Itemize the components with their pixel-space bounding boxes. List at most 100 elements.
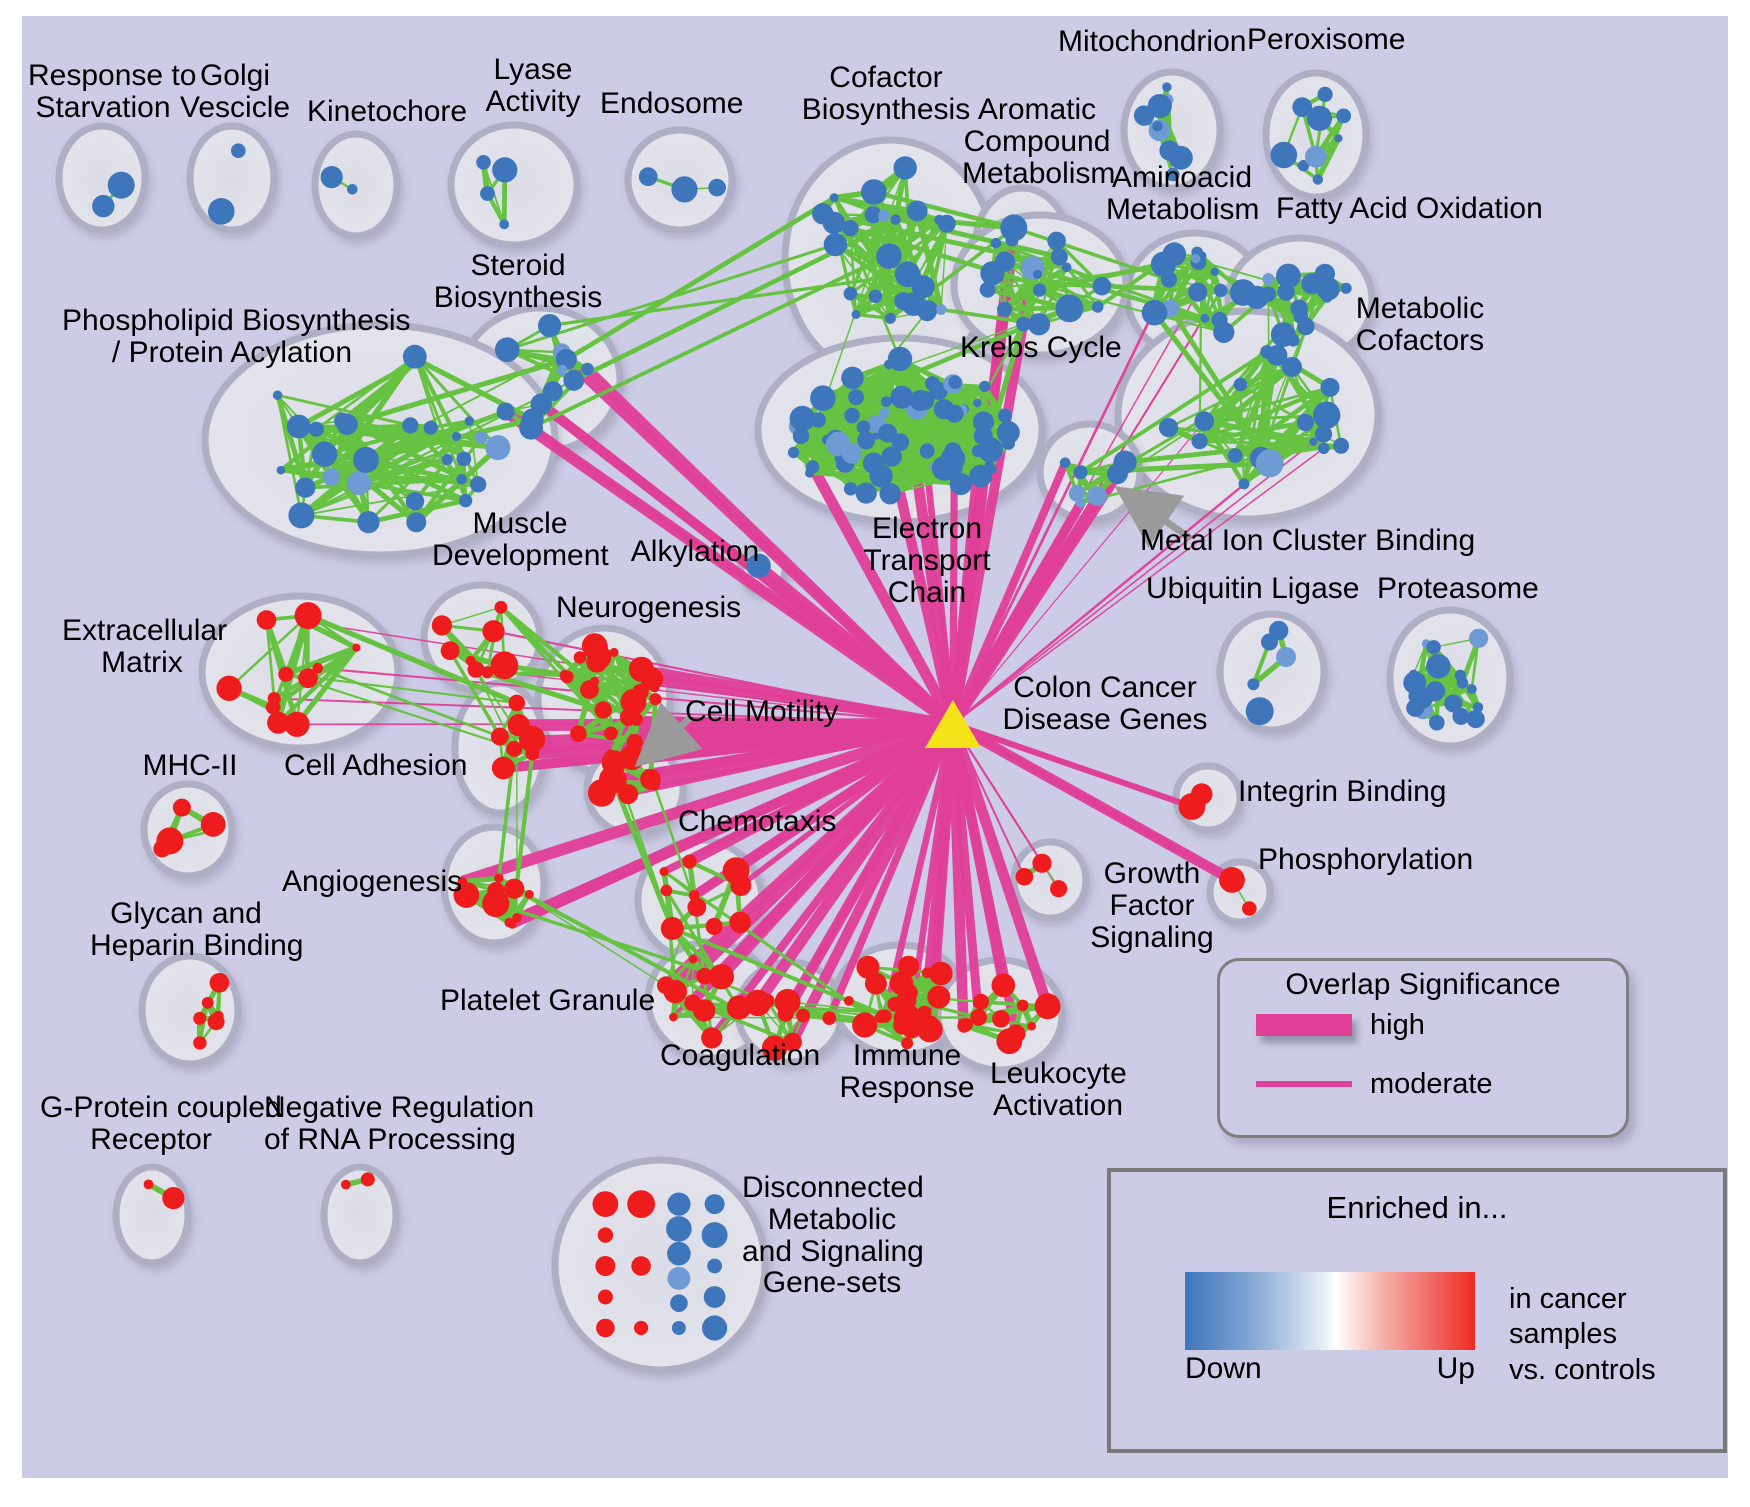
gene-set-node[interactable] xyxy=(786,1002,795,1011)
gene-set-node[interactable] xyxy=(810,385,836,412)
gene-set-node[interactable] xyxy=(456,451,472,467)
gene-set-node[interactable] xyxy=(492,157,518,183)
gene-set-node[interactable] xyxy=(1152,121,1163,132)
cluster-bubble[interactable] xyxy=(551,1156,769,1374)
gene-set-node[interactable] xyxy=(1318,442,1330,455)
gene-set-node[interactable] xyxy=(868,289,883,304)
gene-set-node[interactable] xyxy=(667,1192,691,1216)
gene-set-node[interactable] xyxy=(267,711,290,734)
gene-set-node[interactable] xyxy=(231,143,246,158)
gene-set-node[interactable] xyxy=(322,468,341,486)
gene-set-node[interactable] xyxy=(208,198,235,225)
gene-set-node[interactable] xyxy=(670,1294,688,1312)
gene-set-node[interactable] xyxy=(842,220,859,237)
gene-set-node[interactable] xyxy=(599,765,627,794)
gene-set-node[interactable] xyxy=(1092,276,1112,296)
gene-set-node[interactable] xyxy=(485,435,511,461)
gene-set-node[interactable] xyxy=(272,390,283,400)
gene-set-node[interactable] xyxy=(927,985,951,1009)
gene-set-node[interactable] xyxy=(1005,233,1019,247)
gene-set-node[interactable] xyxy=(440,641,460,661)
gene-set-node[interactable] xyxy=(311,441,338,467)
gene-set-node[interactable] xyxy=(1266,344,1288,366)
gene-set-node[interactable] xyxy=(586,651,608,673)
gene-set-node[interactable] xyxy=(467,661,485,678)
gene-set-node[interactable] xyxy=(521,408,544,431)
gene-set-node[interactable] xyxy=(991,973,1016,998)
gene-set-node[interactable] xyxy=(346,470,372,496)
gene-set-node[interactable] xyxy=(631,1256,651,1276)
gene-set-node[interactable] xyxy=(1270,322,1296,347)
gene-set-node[interactable] xyxy=(945,404,964,423)
gene-set-node[interactable] xyxy=(979,281,996,298)
gene-set-node[interactable] xyxy=(906,200,928,222)
gene-set-node[interactable] xyxy=(921,967,933,979)
gene-set-node[interactable] xyxy=(457,876,468,887)
gene-set-node[interactable] xyxy=(508,694,526,712)
gene-set-node[interactable] xyxy=(1169,145,1193,170)
gene-set-node[interactable] xyxy=(822,211,845,234)
gene-set-node[interactable] xyxy=(917,1015,930,1028)
gene-set-node[interactable] xyxy=(453,882,480,908)
gene-set-node[interactable] xyxy=(1191,254,1201,264)
gene-set-node[interactable] xyxy=(1214,283,1228,298)
gene-set-node[interactable] xyxy=(958,1018,969,1028)
gene-set-node[interactable] xyxy=(334,412,351,430)
gene-set-node[interactable] xyxy=(1297,317,1315,336)
gene-set-node[interactable] xyxy=(1033,283,1047,297)
gene-set-node[interactable] xyxy=(1242,901,1257,916)
gene-set-node[interactable] xyxy=(857,431,876,450)
gene-set-node[interactable] xyxy=(286,414,311,439)
gene-set-node[interactable] xyxy=(879,483,901,505)
gene-set-node[interactable] xyxy=(996,421,1020,444)
gene-set-node[interactable] xyxy=(1016,316,1031,332)
gene-set-node[interactable] xyxy=(1409,669,1418,679)
gene-set-node[interactable] xyxy=(977,437,1003,463)
gene-set-node[interactable] xyxy=(1452,707,1470,725)
gene-set-node[interactable] xyxy=(843,482,858,496)
gene-set-node[interactable] xyxy=(660,917,684,940)
gene-set-node[interactable] xyxy=(701,1222,728,1249)
gene-set-node[interactable] xyxy=(482,890,510,918)
cluster-bubble[interactable] xyxy=(447,121,581,249)
gene-set-node[interactable] xyxy=(787,446,800,459)
gene-set-node[interactable] xyxy=(524,889,534,899)
gene-set-node[interactable] xyxy=(669,1012,678,1022)
gene-set-node[interactable] xyxy=(1147,94,1172,119)
cluster-bubble[interactable] xyxy=(55,122,149,234)
gene-set-node[interactable] xyxy=(864,206,882,224)
gene-set-node[interactable] xyxy=(660,884,673,897)
gene-set-node[interactable] xyxy=(848,389,864,406)
gene-set-node[interactable] xyxy=(935,304,947,315)
gene-set-node[interactable] xyxy=(856,955,880,979)
gene-set-node[interactable] xyxy=(855,482,877,504)
gene-set-node[interactable] xyxy=(1296,413,1314,432)
gene-set-node[interactable] xyxy=(926,1015,938,1027)
gene-set-node[interactable] xyxy=(1429,714,1445,731)
gene-set-node[interactable] xyxy=(1162,82,1172,92)
gene-set-node[interactable] xyxy=(1210,267,1219,276)
gene-set-node[interactable] xyxy=(806,460,820,474)
gene-set-node[interactable] xyxy=(899,983,918,1002)
gene-set-node[interactable] xyxy=(1306,105,1333,131)
gene-set-node[interactable] xyxy=(701,1027,723,1049)
gene-set-node[interactable] xyxy=(1321,291,1333,303)
gene-set-node[interactable] xyxy=(507,714,530,737)
gene-set-node[interactable] xyxy=(294,602,322,630)
gene-set-node[interactable] xyxy=(970,1009,987,1026)
gene-set-node[interactable] xyxy=(937,214,956,233)
gene-set-node[interactable] xyxy=(708,178,726,197)
gene-set-node[interactable] xyxy=(1047,231,1066,251)
gene-set-node[interactable] xyxy=(823,232,848,257)
gene-set-node[interactable] xyxy=(487,882,505,900)
gene-set-node[interactable] xyxy=(201,996,214,1009)
gene-set-node[interactable] xyxy=(595,1256,616,1276)
gene-set-node[interactable] xyxy=(216,675,242,701)
gene-set-node[interactable] xyxy=(729,911,751,934)
gene-set-node[interactable] xyxy=(1270,141,1298,169)
gene-set-node[interactable] xyxy=(200,812,226,837)
gene-set-node[interactable] xyxy=(1027,1021,1036,1031)
gene-set-node[interactable] xyxy=(649,682,660,693)
gene-set-node[interactable] xyxy=(581,362,594,376)
gene-set-node[interactable] xyxy=(887,996,903,1012)
